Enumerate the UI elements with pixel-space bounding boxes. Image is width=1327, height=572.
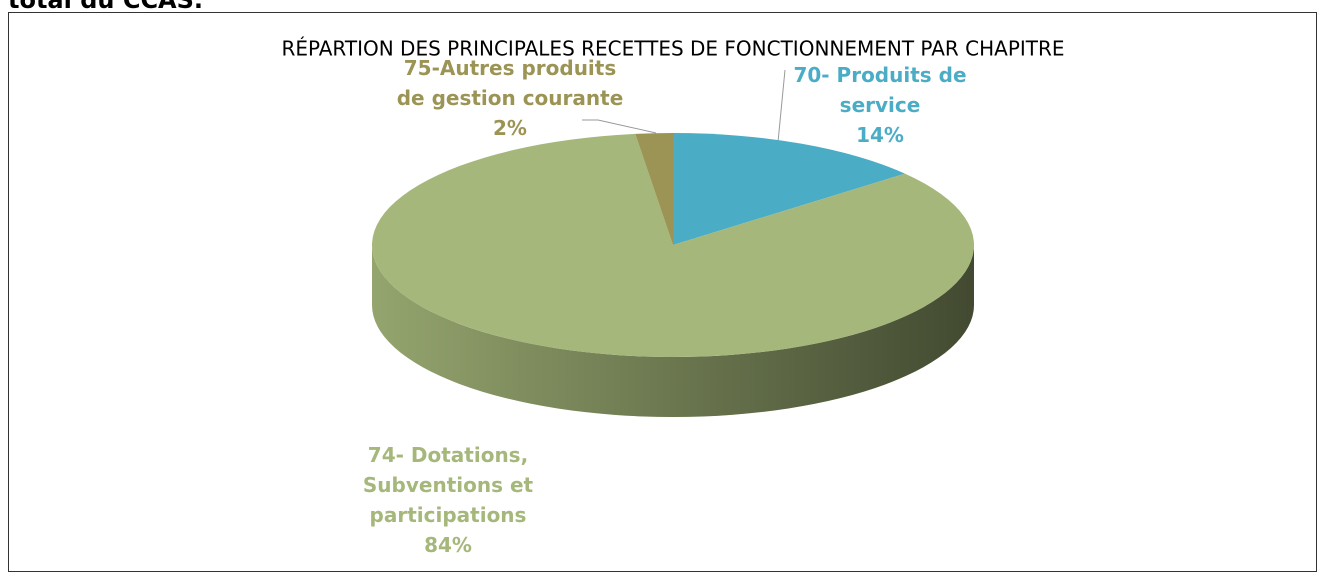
category-label: 70- Produits de service (793, 63, 967, 117)
value-label: 14% (856, 123, 904, 147)
data-label: 75-Autres produits de gestion courante 2% (390, 53, 630, 143)
leader-line (582, 119, 657, 134)
pie-side-shade (372, 245, 974, 417)
leader-line (777, 69, 786, 143)
value-label: 84% (424, 533, 472, 557)
pie-slice (673, 133, 905, 245)
data-label: 74- Dotations, Subventions et participat… (328, 440, 568, 560)
chart: RÉPARTION DES PRINCIPALES RECETTES DE FO… (281, 37, 1065, 417)
category-label: 74- Dotations, Subventions et participat… (362, 443, 534, 527)
pie-slice (371, 133, 975, 357)
category-label: 75-Autres produits de gestion courante (396, 56, 624, 110)
page: {"caption": "total du CCAS.", "chart_dat… (8, 0, 1317, 572)
chart-title: RÉPARTION DES PRINCIPALES RECETTES DE FO… (281, 37, 1064, 61)
data-label: 70- Produits de service 14% (760, 60, 1000, 150)
value-label: 2% (493, 116, 527, 140)
caption: total du CCAS. (8, 0, 204, 14)
pie-slice (635, 133, 673, 245)
